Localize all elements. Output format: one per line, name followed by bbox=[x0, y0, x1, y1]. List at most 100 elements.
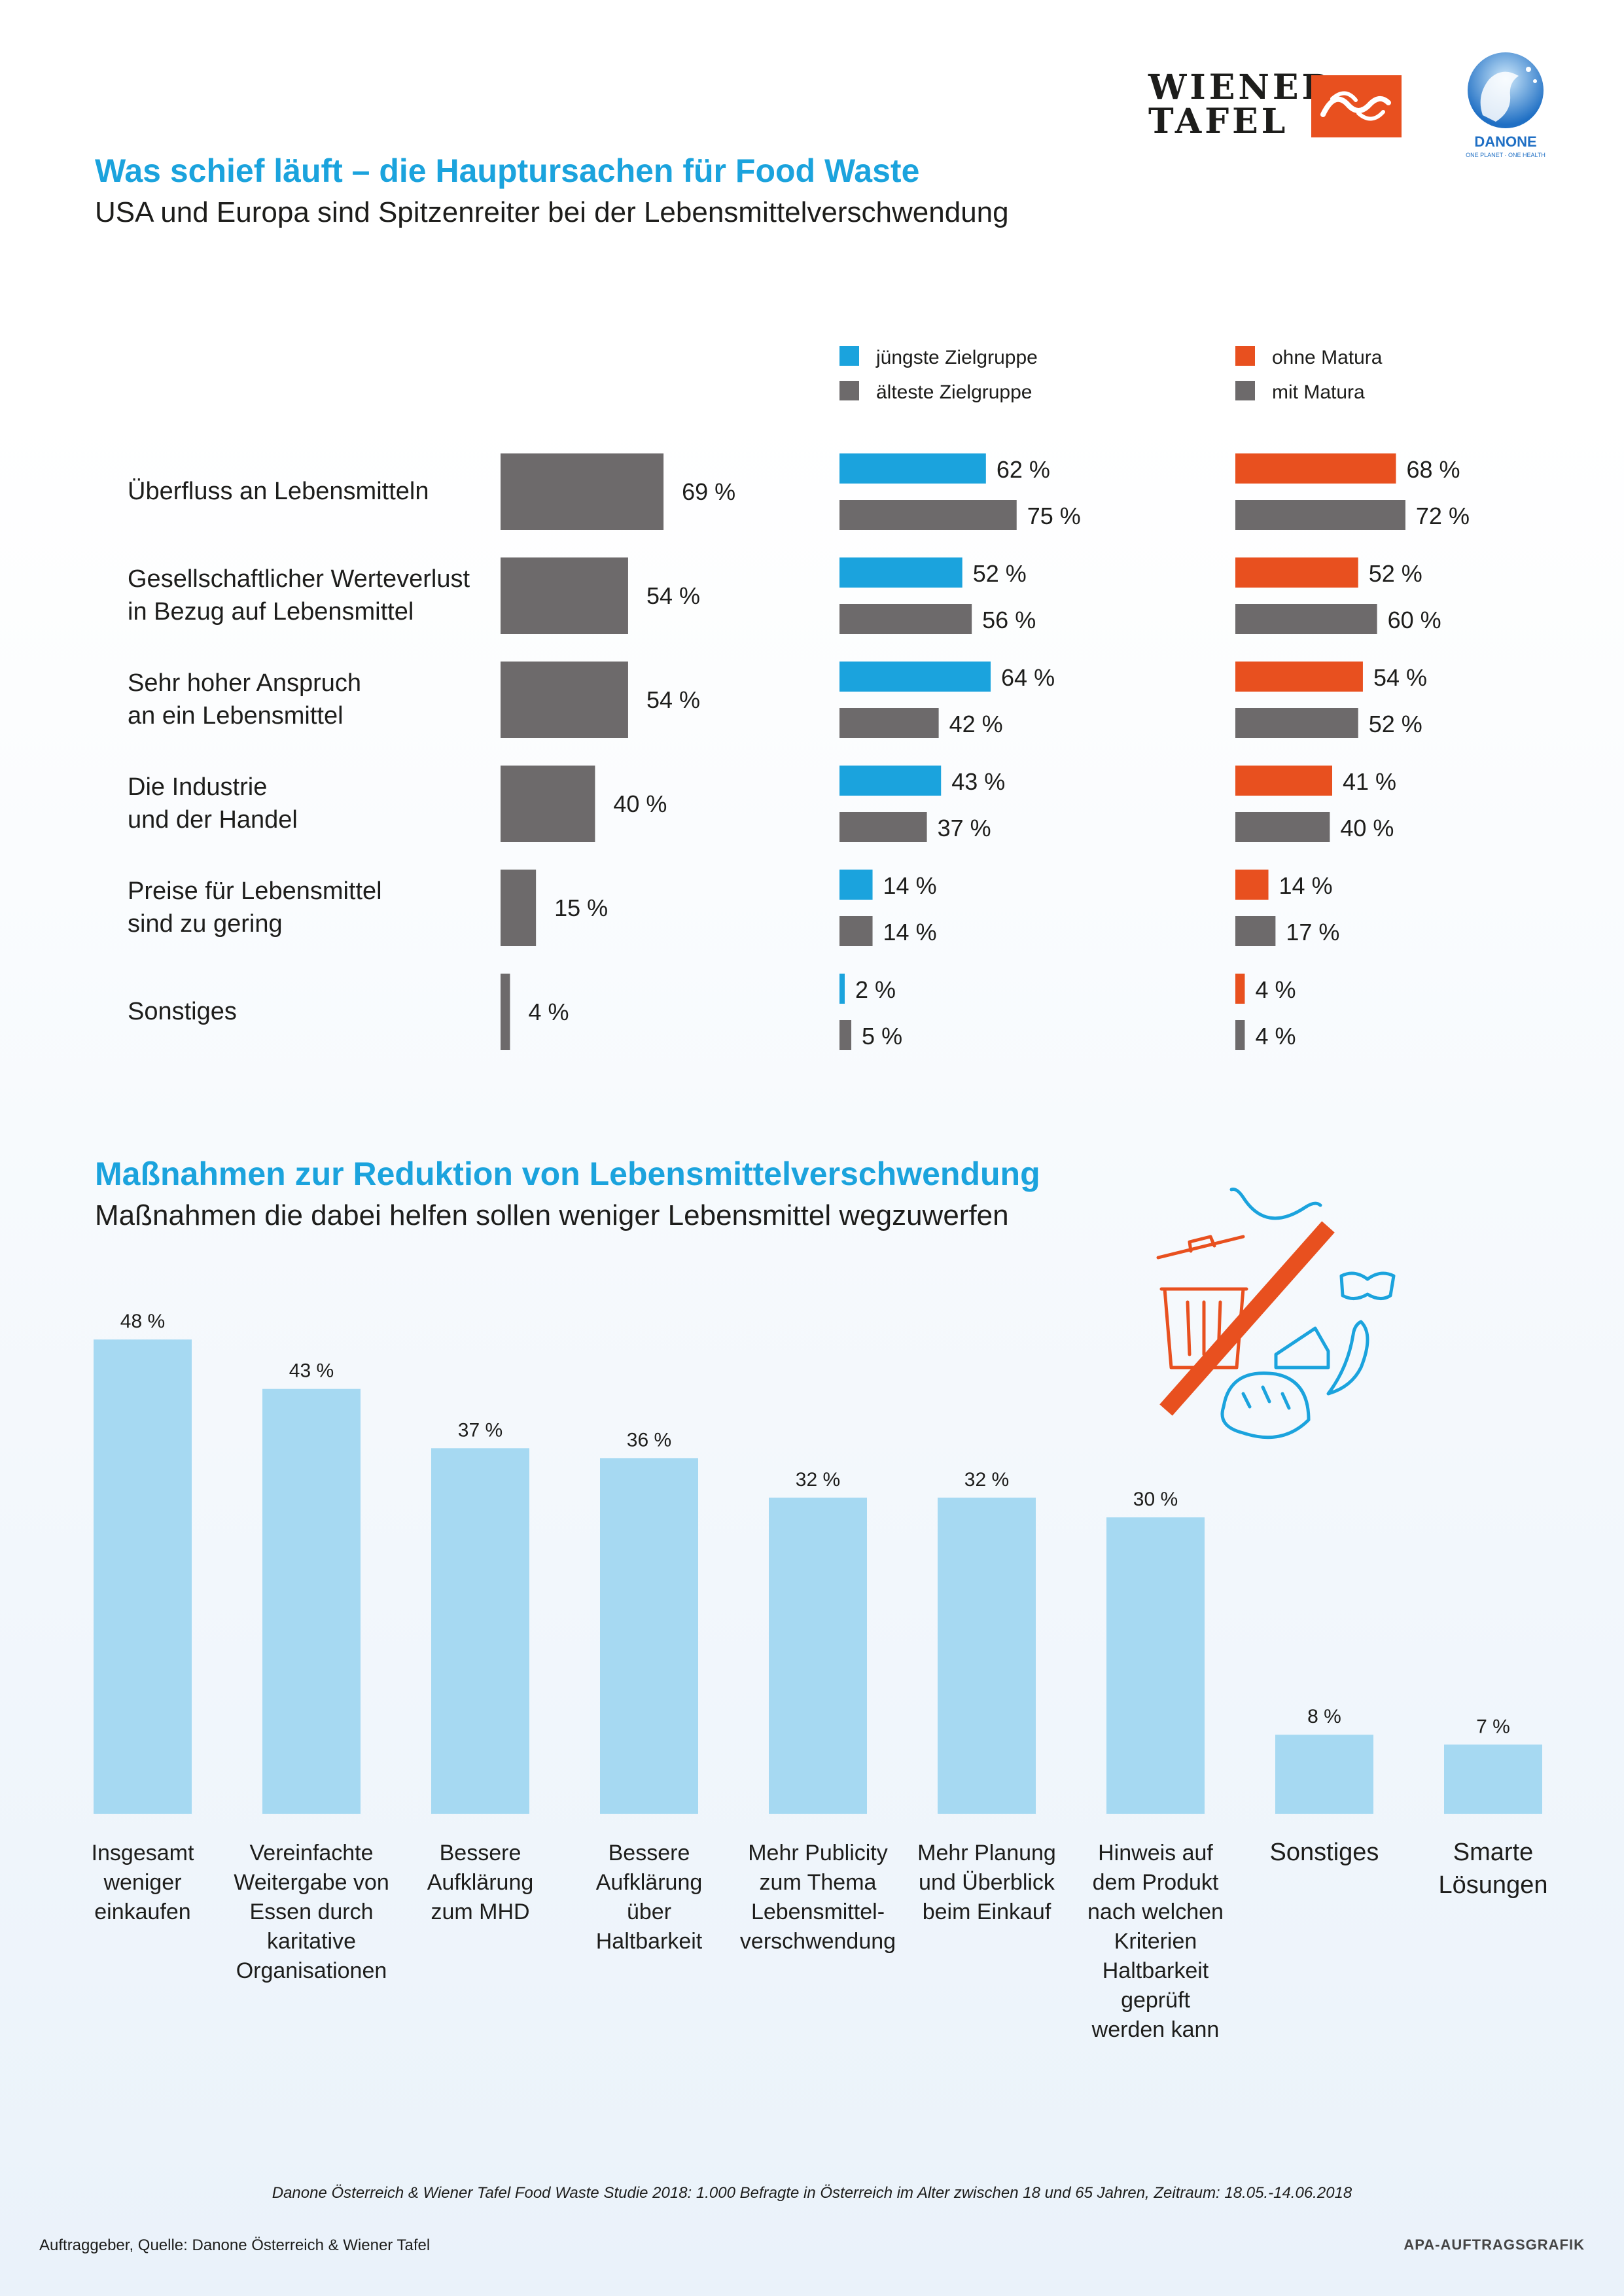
credit-agency: APA-AUFTRAGSGRAFIK bbox=[1403, 2236, 1585, 2253]
category-label: werden kann bbox=[1091, 2017, 1220, 2042]
category-label: karitative bbox=[267, 1929, 356, 1954]
pasta-icon bbox=[1339, 1271, 1396, 1300]
bar-value-label: 52 % bbox=[1369, 560, 1422, 587]
bar-value-label: 54 % bbox=[646, 582, 700, 609]
bar-age bbox=[839, 453, 986, 484]
category-label: Die Industrie bbox=[128, 773, 267, 801]
sausage-icon bbox=[1229, 1188, 1322, 1220]
category-label: dem Produkt bbox=[1093, 1870, 1219, 1895]
bar-value-label: 30 % bbox=[1133, 1489, 1178, 1510]
logo-wiener-line2: TAFEL bbox=[1148, 101, 1289, 141]
category-label: Haltbarkeit bbox=[1103, 1958, 1209, 1983]
danone-logo-icon bbox=[1468, 52, 1544, 128]
bar-value-label: 4 % bbox=[528, 998, 569, 1025]
legend-label: ohne Matura bbox=[1272, 347, 1383, 368]
danone-logo: DANONE ONE PLANET · ONE HEALTH bbox=[1456, 50, 1555, 168]
chart-measures: 48 % Insgesamt weniger einkaufen 43 % Vereinf… bbox=[92, 1311, 1548, 2042]
bar-total bbox=[501, 662, 628, 738]
bar-value-label: 7 % bbox=[1476, 1716, 1510, 1737]
bar-measure bbox=[1275, 1735, 1373, 1814]
bread-icon bbox=[1220, 1371, 1311, 1439]
bar-education bbox=[1235, 557, 1358, 588]
category-label: an ein Lebensmittel bbox=[128, 702, 344, 730]
legend-label: jüngste Zielgruppe bbox=[875, 347, 1038, 368]
category-label: Lebensmittel- bbox=[751, 1899, 885, 1924]
category-label: über bbox=[627, 1899, 671, 1924]
bar-value-label: 37 % bbox=[458, 1419, 503, 1441]
category-label: Mehr Publicity bbox=[748, 1841, 888, 1865]
bar-value-label: 75 % bbox=[1027, 503, 1081, 529]
bar-value-label: 72 % bbox=[1416, 503, 1470, 529]
section1-subtitle: USA und Europa sind Spitzenreiter bei de… bbox=[95, 196, 1009, 228]
bar-value-label: 4 % bbox=[1255, 1023, 1296, 1050]
bar-total bbox=[501, 766, 595, 842]
bar-value-label: 32 % bbox=[796, 1469, 840, 1491]
bar-education bbox=[1235, 974, 1245, 1004]
bar-value-label: 4 % bbox=[1255, 976, 1296, 1003]
category-label: Organisationen bbox=[236, 1958, 387, 1983]
category-label: Aufklärung bbox=[427, 1870, 534, 1895]
chili-icon bbox=[1326, 1320, 1369, 1396]
bar-value-label: 60 % bbox=[1388, 607, 1441, 633]
category-label: nach welchen bbox=[1087, 1899, 1224, 1924]
bar-value-label: 5 % bbox=[862, 1023, 902, 1050]
bar-age bbox=[839, 708, 939, 738]
category-label: Weitergabe von bbox=[234, 1870, 389, 1895]
bar-value-label: 48 % bbox=[120, 1311, 165, 1332]
bar-measure bbox=[769, 1497, 867, 1814]
section2-subtitle: Maßnahmen die dabei helfen sollen wenige… bbox=[95, 1199, 1009, 1231]
bar-age bbox=[839, 1020, 852, 1050]
bar-education bbox=[1235, 766, 1333, 796]
bar-measure bbox=[600, 1458, 698, 1814]
category-label: Essen durch bbox=[250, 1899, 374, 1924]
bar-measure bbox=[431, 1448, 529, 1814]
category-label: zum MHD bbox=[431, 1899, 529, 1924]
bar-age bbox=[839, 870, 873, 900]
bar-education bbox=[1235, 500, 1405, 530]
legend-label: mit Matura bbox=[1272, 381, 1365, 403]
category-label: und der Handel bbox=[128, 806, 298, 834]
category-label: Bessere bbox=[609, 1841, 690, 1865]
bar-value-label: 64 % bbox=[1001, 664, 1055, 691]
bar-education bbox=[1235, 453, 1396, 484]
legend-swatch bbox=[1235, 346, 1255, 366]
category-label: Sehr hoher Anspruch bbox=[128, 669, 361, 697]
chart-causes: jüngste Zielgruppe älteste Zielgruppe ohne… bbox=[128, 346, 1470, 1050]
bar-value-label: 42 % bbox=[949, 711, 1003, 737]
bar-value-label: 68 % bbox=[1406, 456, 1460, 483]
bar-value-label: 62 % bbox=[997, 456, 1050, 483]
bar-value-label: 14 % bbox=[1279, 872, 1333, 899]
logo-wiener-line1: WIENER bbox=[1148, 67, 1333, 107]
bar-age bbox=[839, 974, 845, 1004]
legend-swatch bbox=[1235, 381, 1255, 400]
category-label: Sonstiges bbox=[128, 998, 237, 1025]
food-waste-illustration bbox=[1156, 1188, 1396, 1439]
bar-age bbox=[839, 662, 991, 692]
section2-title: Maßnahmen zur Reduktion von Lebensmittel… bbox=[95, 1156, 1040, 1192]
legend-label: älteste Zielgruppe bbox=[876, 381, 1032, 403]
category-label: Preise für Lebensmittel bbox=[128, 877, 382, 905]
category-label: geprüft bbox=[1121, 1988, 1190, 2013]
category-label: Mehr Planung bbox=[917, 1841, 1056, 1865]
wiener-tafel-logo: WIENER TAFEL bbox=[1148, 71, 1333, 139]
bar-value-label: 41 % bbox=[1343, 768, 1396, 795]
bar-education bbox=[1235, 812, 1330, 842]
bar-value-label: 37 % bbox=[938, 815, 991, 841]
bar-value-label: 40 % bbox=[1340, 815, 1394, 841]
bar-age bbox=[839, 500, 1017, 530]
section1-title: Was schief läuft – die Hauptursachen für… bbox=[95, 152, 920, 189]
category-label: Haltbarkeit bbox=[596, 1929, 703, 1954]
category-label: Sonstiges bbox=[1270, 1839, 1379, 1866]
bar-age bbox=[839, 604, 972, 634]
footnote: Danone Österreich & Wiener Tafel Food Wa… bbox=[272, 2184, 1352, 2202]
category-label: Überfluss an Lebensmitteln bbox=[128, 478, 429, 505]
bar-age bbox=[839, 557, 962, 588]
bar-total bbox=[501, 870, 537, 946]
bar-value-label: 32 % bbox=[964, 1469, 1009, 1491]
bar-education bbox=[1235, 870, 1269, 900]
credit-source: Auftraggeber, Quelle: Danone Österreich … bbox=[39, 2236, 431, 2254]
bar-value-label: 43 % bbox=[289, 1360, 334, 1382]
category-label: Insgesamt bbox=[92, 1841, 194, 1865]
category-label: Gesellschaftlicher Werteverlust bbox=[128, 565, 470, 593]
category-label: Kriterien bbox=[1114, 1929, 1197, 1954]
